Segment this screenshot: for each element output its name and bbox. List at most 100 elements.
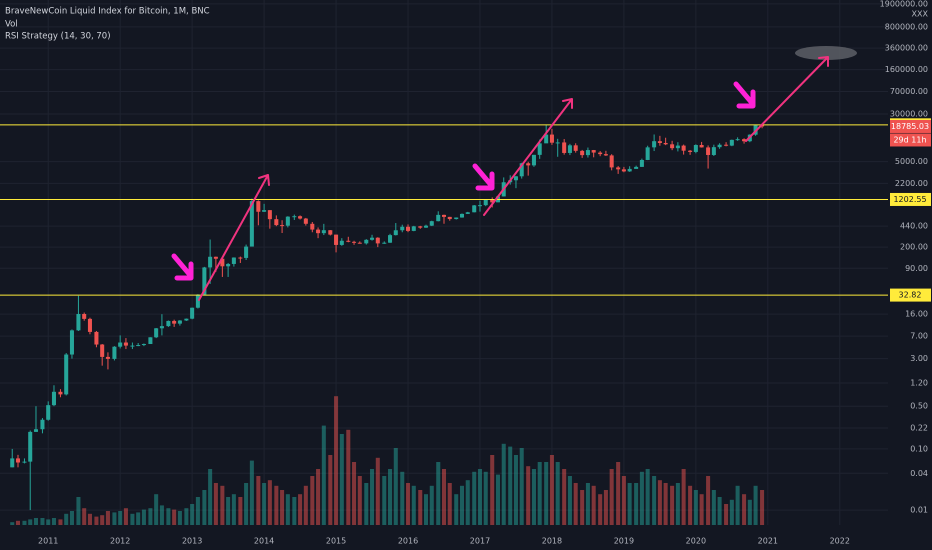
volume-label: Vol [5, 20, 18, 30]
grid [0, 0, 888, 525]
volume-bar [244, 483, 249, 525]
candle-body [609, 155, 614, 168]
trend-arrow [745, 56, 829, 142]
pointer-arrow [472, 163, 495, 191]
candle-body [267, 210, 272, 220]
volume-bar [711, 490, 716, 525]
volume-bar [94, 516, 99, 525]
countdown-label: 29d 11h [893, 135, 926, 144]
last-price-label: 18785.03 [891, 122, 929, 131]
volume-bar [616, 462, 621, 525]
volume-bar [364, 483, 369, 525]
volume-bar [513, 455, 518, 525]
volume-bar [699, 494, 704, 525]
y-tick-label: 90.00 [905, 264, 928, 273]
candle-body [585, 150, 590, 156]
volume-bar [190, 504, 195, 525]
x-tick-label: 2011 [38, 537, 58, 546]
candle-body [274, 219, 279, 226]
trend-arrow [198, 174, 270, 301]
volume-bar [231, 494, 236, 525]
volume-bar [238, 497, 243, 525]
candle-body [208, 256, 213, 268]
volume-bar [537, 462, 542, 525]
volume-bar [663, 483, 668, 525]
candle-body [177, 320, 182, 324]
candle-body [280, 225, 285, 227]
candle-body [441, 214, 447, 217]
volume-bar [717, 497, 722, 525]
candle-body [724, 144, 729, 146]
candle-body [184, 318, 189, 321]
volume-bar [406, 483, 411, 525]
candle-body [717, 144, 722, 148]
candle-body [477, 205, 482, 207]
indicator-label: RSI Strategy (14, 30, 70) [5, 32, 111, 42]
candle-body [670, 144, 675, 149]
volume-bar [58, 519, 63, 525]
last-price-tag [890, 119, 931, 133]
candle-body [639, 159, 644, 167]
volume-bar [346, 429, 351, 525]
volume-bar [69, 511, 74, 525]
volume-bar [298, 494, 303, 525]
x-tick-label: 2015 [326, 537, 346, 546]
volume-bar [670, 485, 675, 525]
candle-body [555, 142, 560, 144]
y-tick-label: 1.20 [910, 378, 928, 387]
volume-bar [82, 508, 87, 525]
y-tick-label: 5000.00 [895, 157, 928, 166]
candle-body [159, 326, 164, 329]
y-tick-label: 0.50 [910, 402, 928, 411]
volume-bar [267, 480, 272, 525]
volume-bar [280, 490, 285, 525]
candle-body [429, 221, 434, 226]
candle-body [123, 342, 128, 346]
volume-bar [22, 520, 27, 525]
candle-body [105, 356, 110, 359]
annotations [171, 46, 857, 301]
candle-body [148, 337, 153, 345]
volume-bar [454, 494, 459, 525]
candle-body [202, 267, 207, 295]
volume-bar [51, 518, 56, 525]
volume-bar [393, 448, 398, 525]
trend-arrow [483, 98, 573, 216]
volume-bar [177, 511, 182, 525]
candle-body [459, 213, 465, 218]
volume-bar [195, 497, 200, 525]
countdown-tag [890, 133, 931, 147]
candle-body [699, 145, 704, 148]
candle-body [82, 314, 87, 319]
volume-bar [357, 476, 362, 525]
volume-bar [735, 485, 740, 525]
candle-body [285, 216, 290, 226]
legend: BraveNewCoin Liquid Index for Bitcoin, 1… [5, 7, 210, 42]
candle-body [213, 256, 218, 259]
volume-bar [580, 490, 585, 525]
volume-bar [747, 499, 752, 525]
volume-bar [184, 508, 189, 525]
candle-body [465, 212, 470, 214]
y-tick-label: 3.00 [910, 354, 928, 363]
candle-body [256, 201, 261, 212]
candle-body [598, 152, 603, 155]
candle-body [238, 257, 243, 259]
candle-body [663, 143, 668, 145]
volume-bar [226, 497, 231, 525]
volume-bar [87, 513, 92, 525]
volume-bar [639, 471, 644, 525]
volume-bar [459, 485, 465, 525]
x-tick-label: 2016 [398, 537, 418, 546]
volume-bar [172, 509, 177, 525]
volume-bar [339, 434, 344, 525]
candle-body [393, 230, 398, 236]
candle-body [22, 461, 27, 463]
volume-bar [693, 490, 698, 525]
volume-bar [724, 504, 729, 525]
volume-bar [519, 448, 524, 525]
candle-body [226, 263, 231, 267]
candle-body [693, 145, 698, 152]
